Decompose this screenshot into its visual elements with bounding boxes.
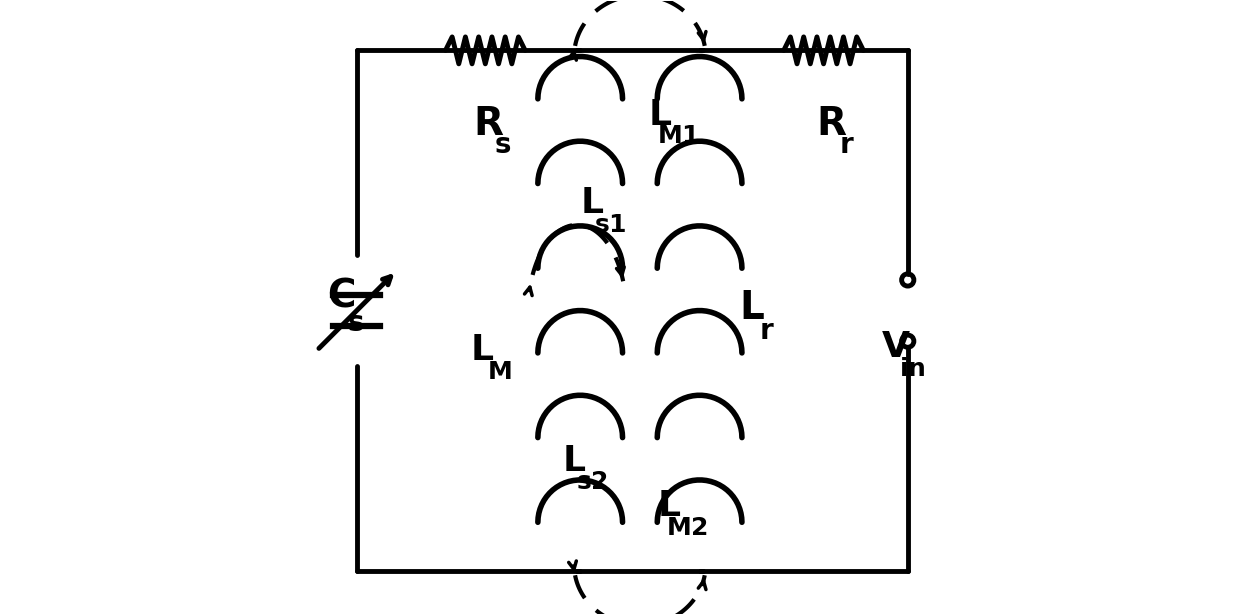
Text: $\mathbf{R}$: $\mathbf{R}$ (472, 105, 503, 143)
Text: $\mathbf{r}$: $\mathbf{r}$ (759, 317, 775, 345)
Text: $\mathbf{L}$: $\mathbf{L}$ (562, 443, 587, 478)
Text: $\mathbf{L}$: $\mathbf{L}$ (470, 333, 495, 367)
Text: $\mathbf{in}$: $\mathbf{in}$ (899, 357, 926, 381)
Text: $\mathbf{C}$: $\mathbf{C}$ (327, 276, 356, 314)
Text: $\mathbf{L}$: $\mathbf{L}$ (580, 186, 604, 220)
Text: $\mathbf{L}$: $\mathbf{L}$ (657, 490, 681, 523)
Text: $\mathbf{R}$: $\mathbf{R}$ (816, 105, 847, 143)
Text: $\mathbf{M2}$: $\mathbf{M2}$ (666, 516, 708, 540)
Text: $\mathbf{V}$: $\mathbf{V}$ (880, 330, 910, 364)
Circle shape (901, 274, 914, 286)
Text: $\mathbf{M1}$: $\mathbf{M1}$ (657, 124, 701, 148)
Text: $\mathbf{L}$: $\mathbf{L}$ (647, 98, 672, 132)
Text: $\mathbf{s}$: $\mathbf{s}$ (347, 309, 365, 337)
Text: $\mathbf{s2}$: $\mathbf{s2}$ (575, 470, 608, 494)
Text: $\mathbf{s1}$: $\mathbf{s1}$ (594, 213, 626, 237)
Circle shape (901, 335, 914, 347)
Text: $\mathbf{r}$: $\mathbf{r}$ (838, 131, 854, 159)
Text: $\mathbf{L}$: $\mathbf{L}$ (739, 288, 765, 327)
Text: $\mathbf{M}$: $\mathbf{M}$ (486, 360, 511, 384)
Text: $\mathbf{s}$: $\mathbf{s}$ (494, 131, 511, 159)
